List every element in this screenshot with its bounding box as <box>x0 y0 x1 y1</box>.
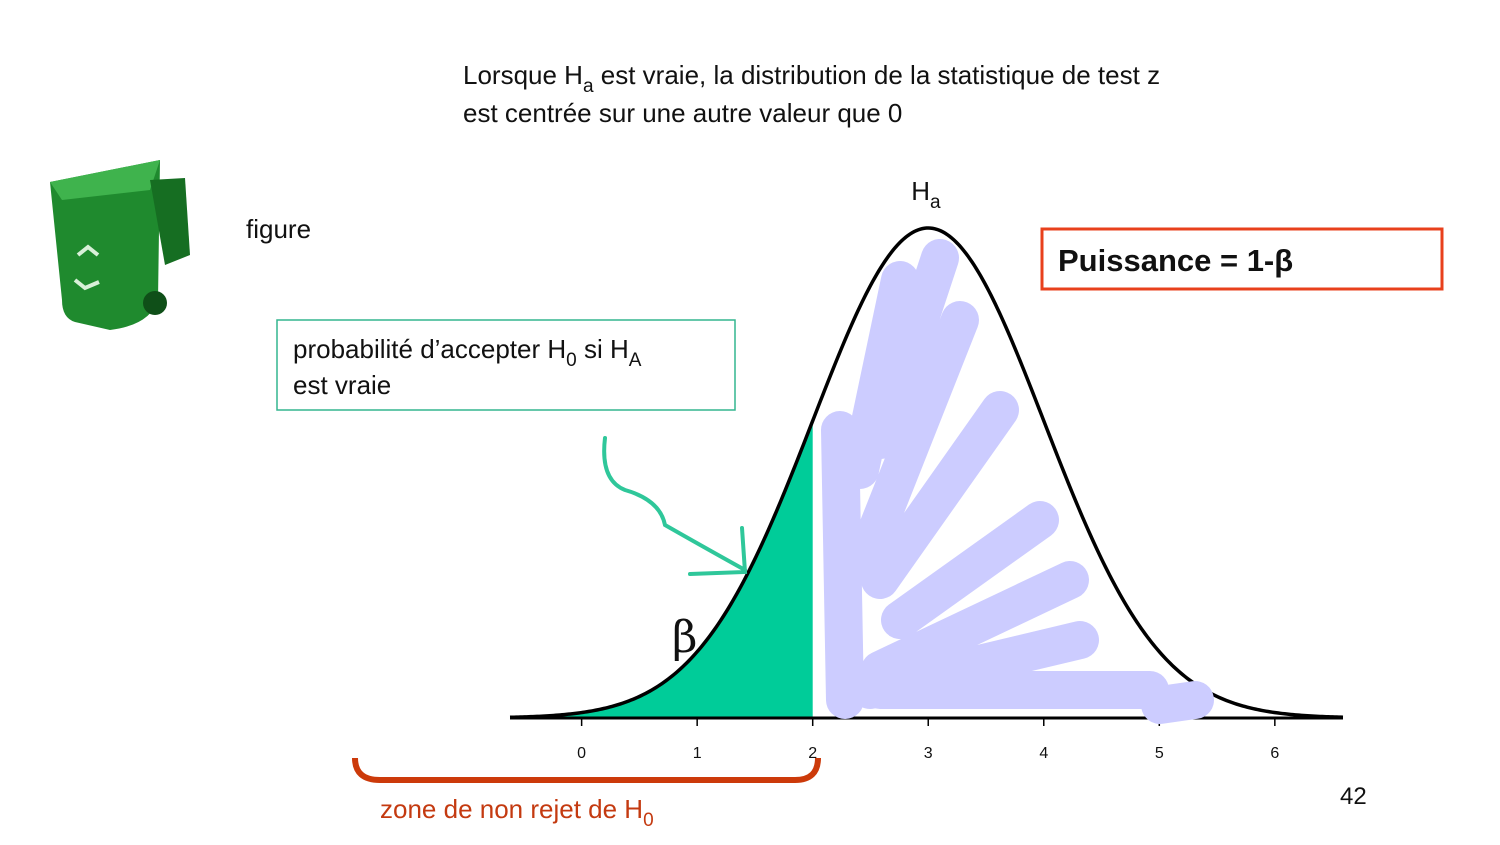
figure-label: figure <box>246 214 311 244</box>
x-tick-label: 2 <box>808 745 817 762</box>
text: si H <box>577 334 629 364</box>
x-tick-label: 3 <box>924 745 933 762</box>
x-tick-label: 1 <box>693 745 702 762</box>
note-box <box>276 319 736 411</box>
x-tick-label: 4 <box>1039 745 1048 762</box>
text: zone de non rejet de H <box>380 794 643 824</box>
beta-label: β <box>672 612 697 663</box>
text: est vraie, la distribution de la statist… <box>594 60 1161 90</box>
x-tick-label: 6 <box>1270 745 1279 762</box>
beta-area <box>510 420 813 718</box>
curve-label: Ha <box>911 176 941 213</box>
trash-icon <box>50 160 190 330</box>
x-tick-label: 5 <box>1155 745 1164 762</box>
header-line2: est centrée sur une autre valeur que 0 <box>463 98 902 128</box>
arrow <box>602 436 748 576</box>
subscript: A <box>629 350 642 371</box>
note-line1: probabilité d’accepter H0 si HA <box>293 334 642 371</box>
text: probabilité d’accepter H <box>293 334 566 364</box>
subscript: 0 <box>643 810 654 831</box>
zone-label: zone de non rejet de H0 <box>380 794 654 831</box>
subscript: a <box>583 76 594 97</box>
subscript: 0 <box>566 350 577 371</box>
power-text: Puissance = 1-β <box>1058 243 1293 278</box>
header-line1: Lorsque Ha est vraie, la distribution de… <box>463 60 1160 97</box>
text: Lorsque H <box>463 60 583 90</box>
note-line2: est vraie <box>293 370 391 400</box>
x-tick-label: 0 <box>577 745 586 762</box>
page-number: 42 <box>1340 783 1367 810</box>
subscript: a <box>930 192 941 213</box>
bracket <box>352 757 821 783</box>
scribble <box>821 239 1214 724</box>
text: H <box>911 176 930 206</box>
power-box <box>1040 227 1444 291</box>
